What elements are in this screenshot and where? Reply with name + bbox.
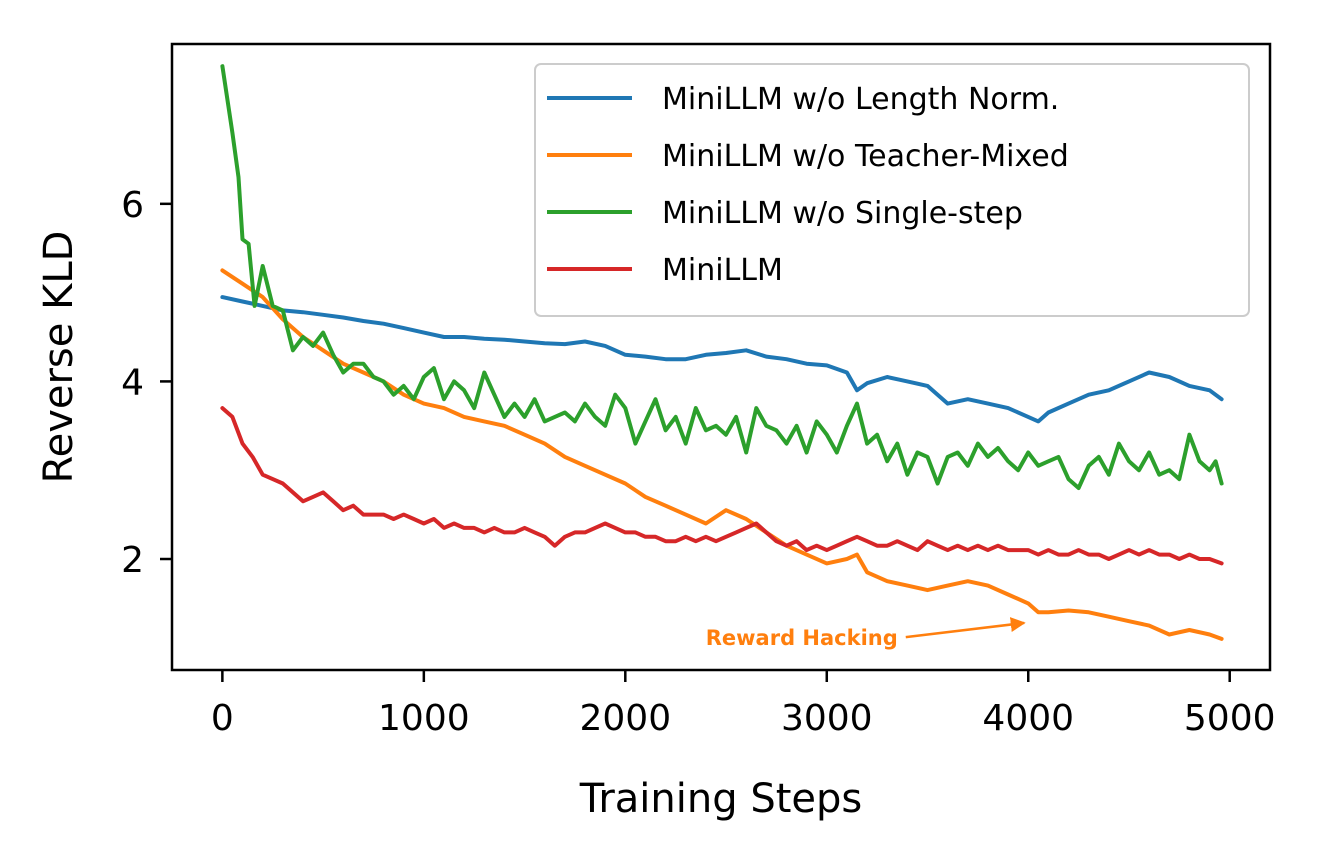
legend: MiniLLM w/o Length Norm. MiniLLM w/o Teac… — [534, 63, 1250, 317]
series-line-4 — [220, 406, 1224, 566]
legend-item: MiniLLM — [547, 253, 783, 288]
x-tick-label: 4000 — [982, 698, 1074, 739]
series-line-2 — [220, 268, 1224, 641]
annotation-text: Reward Hacking — [706, 626, 898, 650]
legend-box — [534, 63, 1250, 317]
y-tick-label: 6 — [121, 185, 144, 226]
annotation-layer: Reward Hacking — [706, 617, 1026, 650]
y-tick-label: 2 — [121, 540, 144, 581]
legend-item: MiniLLM w/o Single-step — [547, 196, 1023, 231]
plot-frame — [170, 42, 1272, 672]
y-axis-label: Reverse KLD — [36, 231, 82, 484]
legend-label: MiniLLM w/o Teacher-Mixed — [662, 139, 1069, 174]
series-line-1 — [220, 295, 1224, 424]
x-tick-label: 2000 — [579, 698, 671, 739]
annotation-arrow — [905, 617, 1026, 639]
x-tick-label: 0 — [211, 698, 234, 739]
x-tick-label: 1000 — [378, 698, 470, 739]
legend-item: MiniLLM w/o Teacher-Mixed — [547, 139, 1069, 174]
x-tick-label: 5000 — [1184, 698, 1276, 739]
legend-label: MiniLLM w/o Single-step — [662, 196, 1023, 231]
x-tick-label: 3000 — [781, 698, 873, 739]
series-line-3 — [220, 64, 1224, 490]
tick-layer: 0 1000 2000 3000 4000 5000 2 4 6 — [121, 185, 1275, 739]
x-axis-label: Training Steps — [579, 776, 862, 822]
legend-label: MiniLLM — [662, 253, 783, 288]
legend-label: MiniLLM w/o Length Norm. — [662, 82, 1059, 117]
legend-item: MiniLLM w/o Length Norm. — [547, 82, 1059, 117]
series-layer — [220, 64, 1224, 641]
y-tick-label: 4 — [121, 362, 144, 403]
